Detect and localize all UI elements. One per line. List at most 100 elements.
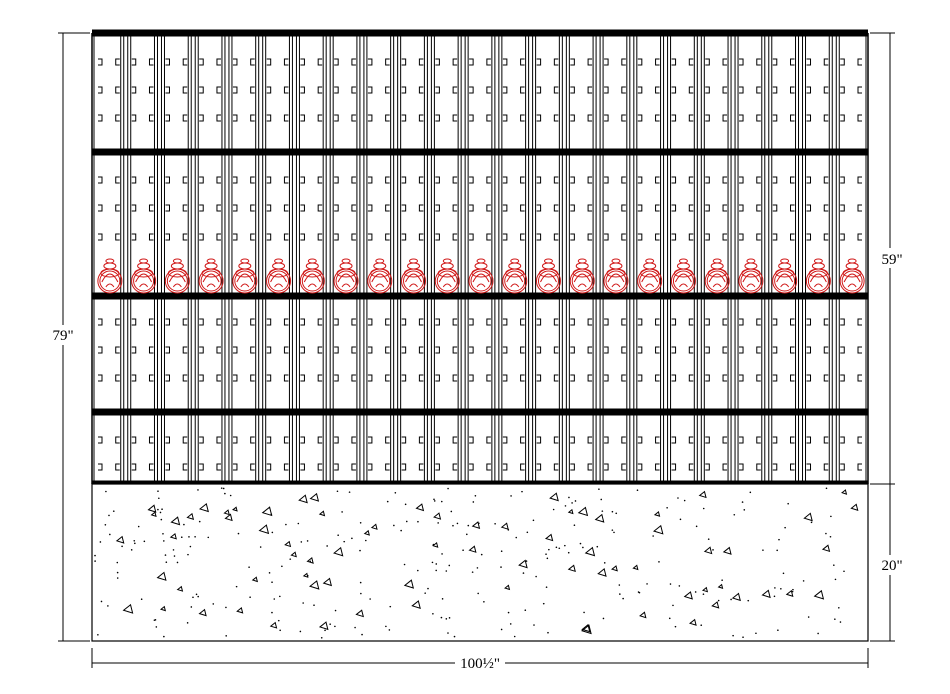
aggregate-dot [658, 561, 660, 563]
aggregate-dot [386, 500, 389, 503]
aggregate-dot [674, 625, 677, 628]
peg [790, 318, 795, 326]
aggregate-stone [731, 592, 741, 602]
peg [688, 233, 694, 241]
aggregate-dot [702, 507, 705, 510]
peg [250, 204, 255, 212]
peg [452, 233, 458, 241]
peg [756, 463, 761, 471]
aggregate-dot [579, 542, 582, 545]
peg [300, 176, 305, 184]
bottle-outline [200, 270, 222, 292]
aggregate-dot [299, 630, 302, 633]
aggregate-dot [558, 547, 561, 550]
peg [469, 374, 474, 382]
peg [98, 176, 103, 184]
aggregate-stone [761, 589, 771, 599]
peg [637, 436, 643, 444]
aggregate-dot [462, 549, 464, 551]
peg [266, 374, 272, 382]
aggregate-dot [161, 508, 163, 511]
bottle-outline [847, 258, 857, 264]
aggregate-dot [533, 624, 535, 626]
peg [502, 233, 508, 241]
aggregate-stone [333, 546, 344, 557]
aggregate-dot [320, 636, 323, 639]
peg [823, 86, 829, 94]
peg [469, 204, 474, 212]
bottle-outline [746, 283, 756, 288]
peg [790, 176, 795, 184]
peg [570, 58, 575, 66]
aggregate-dot [784, 526, 786, 529]
aggregate-dot [838, 607, 840, 609]
aggregate-dot [173, 555, 176, 557]
aggregate-dot [235, 585, 238, 588]
aggregate-stone [698, 490, 707, 499]
aggregate-dot [172, 549, 175, 551]
peg [148, 86, 154, 94]
aggregate-stone [370, 523, 378, 530]
peg [385, 86, 390, 94]
peg [199, 436, 204, 444]
aggregate-dot [810, 521, 813, 524]
peg [283, 58, 289, 66]
peg [553, 436, 559, 444]
peg [486, 176, 491, 184]
peg [401, 346, 407, 354]
peg [148, 176, 154, 184]
peg [840, 176, 845, 184]
peg [317, 374, 323, 382]
aggregate-dot [721, 579, 723, 581]
aggregate-stone [355, 609, 364, 618]
peg [435, 233, 440, 241]
peg [486, 374, 491, 382]
peg [469, 233, 474, 241]
peg [283, 86, 289, 94]
peg [469, 346, 474, 354]
peg [486, 463, 491, 471]
peg [283, 463, 289, 471]
peg [418, 204, 424, 212]
aggregate-dot [564, 505, 567, 507]
aggregate-dot [568, 496, 570, 499]
bottle [839, 258, 865, 294]
aggregate-dot [596, 545, 599, 548]
peg [401, 176, 407, 184]
aggregate-stone [261, 506, 273, 517]
aggregate-dot [389, 605, 392, 608]
peg [199, 204, 204, 212]
aggregate-stone [322, 577, 333, 587]
bottle-outline [577, 283, 587, 288]
aggregate-dot [160, 518, 163, 521]
peg [621, 204, 626, 212]
peg [520, 114, 525, 122]
bottle-outline [105, 283, 115, 288]
aggregate-dot [782, 572, 785, 575]
peg [115, 58, 120, 66]
aggregate-dot [220, 487, 223, 489]
aggregate-dot [448, 564, 451, 567]
peg [806, 58, 812, 66]
peg [148, 114, 154, 122]
bottle [569, 258, 595, 294]
bottle [502, 258, 528, 294]
peg [182, 58, 188, 66]
peg [739, 318, 744, 326]
peg [756, 86, 761, 94]
bottle-outline [303, 273, 321, 283]
bottle-outline [679, 283, 688, 288]
aggregate-dot [829, 535, 832, 538]
peg [756, 114, 761, 122]
peg [655, 86, 660, 94]
bottle-outline [841, 270, 863, 292]
aggregate-dot [94, 560, 96, 562]
peg [351, 86, 356, 94]
peg [553, 463, 559, 471]
bottle-outline [135, 273, 153, 283]
bottle [131, 258, 157, 294]
peg [671, 204, 677, 212]
peg [604, 204, 609, 212]
peg [739, 346, 744, 354]
bottle-outline [133, 270, 155, 292]
